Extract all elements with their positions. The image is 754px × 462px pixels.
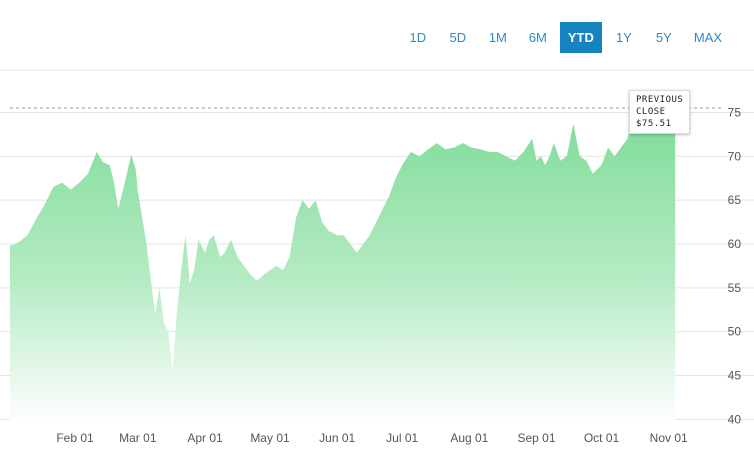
y-tick-label: 75 xyxy=(728,105,742,119)
y-tick-label: 65 xyxy=(728,193,742,207)
y-axis-ticks: 40 45 50 55 60 65 70 75 xyxy=(728,105,742,426)
tooltip-label-line2: CLOSE xyxy=(636,107,666,117)
x-tick-label: Feb 01 xyxy=(56,431,94,445)
range-button-5d[interactable]: 5D xyxy=(440,22,476,53)
y-tick-label: 55 xyxy=(728,281,742,295)
tooltip-value: $75.51 xyxy=(636,119,672,129)
range-button-5y[interactable]: 5Y xyxy=(646,22,682,53)
range-button-1m[interactable]: 1M xyxy=(480,22,516,53)
x-tick-label: Aug 01 xyxy=(450,431,488,445)
x-tick-label: Nov 01 xyxy=(650,431,688,445)
range-button-6m[interactable]: 6M xyxy=(520,22,556,53)
time-range-selector: 1D 5D 1M 6M YTD 1Y 5Y MAX xyxy=(400,22,730,53)
range-button-max[interactable]: MAX xyxy=(686,22,730,53)
y-tick-label: 50 xyxy=(728,325,742,339)
x-tick-label: Apr 01 xyxy=(187,431,223,445)
previous-close-tooltip: PREVIOUS CLOSE $75.51 xyxy=(629,90,691,134)
y-tick-label: 45 xyxy=(728,369,742,383)
x-tick-label: Oct 01 xyxy=(584,431,620,445)
range-button-1d[interactable]: 1D xyxy=(400,22,436,53)
x-axis-ticks: Feb 01 Mar 01 Apr 01 May 01 Jun 01 Jul 01 Aug … xyxy=(56,431,688,445)
y-tick-label: 60 xyxy=(728,237,742,251)
x-tick-label: Mar 01 xyxy=(119,431,157,445)
y-tick-label: 40 xyxy=(728,412,742,426)
range-button-1y[interactable]: 1Y xyxy=(606,22,642,53)
x-tick-label: Jul 01 xyxy=(386,431,418,445)
tooltip-label-line1: PREVIOUS xyxy=(636,95,684,105)
range-button-ytd[interactable]: YTD xyxy=(559,22,602,53)
x-tick-label: Jun 01 xyxy=(319,431,355,445)
x-tick-label: Sep 01 xyxy=(517,431,555,445)
x-tick-label: May 01 xyxy=(250,431,290,445)
price-area xyxy=(10,108,676,423)
y-tick-label: 70 xyxy=(728,149,742,163)
